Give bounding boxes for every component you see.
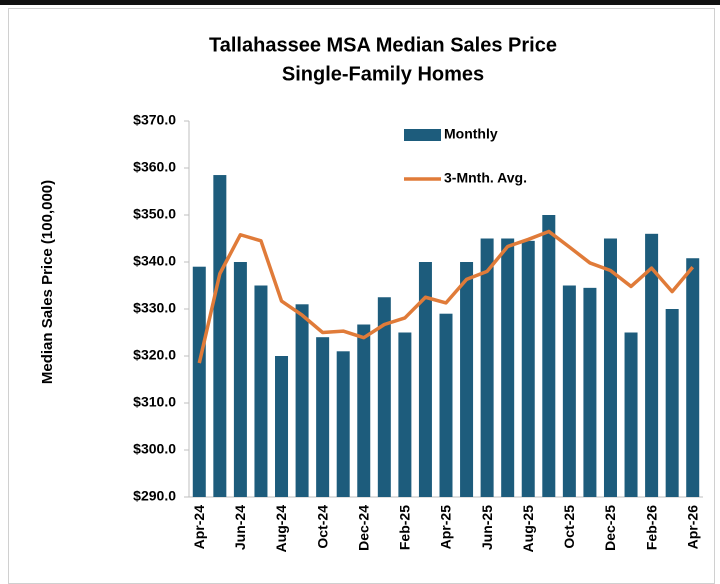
- bar: [603, 238, 617, 497]
- bar: [645, 233, 659, 498]
- y-tick-label: $370.0: [133, 112, 176, 128]
- bar: [583, 287, 597, 497]
- y-tick-label: $320.0: [133, 347, 176, 363]
- bar: [316, 337, 330, 497]
- bar: [254, 285, 268, 497]
- y-tick-label: $360.0: [133, 159, 176, 175]
- legend-swatch: [404, 129, 441, 141]
- x-tick-label: Jun-24: [232, 505, 248, 550]
- bar: [542, 215, 556, 497]
- bar: [275, 356, 289, 497]
- bar: [521, 240, 535, 497]
- bar: [562, 285, 576, 497]
- bar: [480, 238, 494, 497]
- y-tick-label: $350.0: [133, 206, 176, 222]
- y-axis-label: Median Sales Price (100,000): [39, 180, 56, 384]
- bar: [213, 175, 227, 498]
- bar: [501, 238, 515, 497]
- x-tick-label: Jun-25: [479, 505, 495, 550]
- bar: [460, 262, 474, 497]
- y-tick-label: $340.0: [133, 253, 176, 269]
- legend-label: Monthly: [444, 126, 498, 142]
- top-strip: [0, 0, 720, 5]
- bar: [377, 297, 391, 497]
- bar: [233, 262, 247, 497]
- x-tick-label: Aug-24: [273, 505, 289, 553]
- x-tick-label: Aug-25: [520, 505, 536, 553]
- x-tick-label: Feb-26: [643, 505, 659, 550]
- x-tick-label: Apr-26: [684, 505, 700, 550]
- y-tick-label: $290.0: [133, 488, 176, 504]
- bar: [398, 332, 412, 497]
- y-tick-label: $300.0: [133, 441, 176, 457]
- bar: [418, 262, 432, 497]
- bar: [686, 258, 700, 497]
- bar: [295, 304, 309, 497]
- y-tick-label: $330.0: [133, 300, 176, 316]
- bar: [665, 309, 679, 497]
- x-tick-label: Oct-25: [561, 505, 577, 549]
- x-tick-label: Dec-25: [602, 505, 618, 551]
- x-tick-label: Dec-24: [355, 505, 371, 551]
- x-tick-label: Feb-25: [397, 505, 413, 550]
- bar: [439, 313, 453, 497]
- line: [197, 229, 695, 364]
- legend-label: 3-Mnth. Avg.: [444, 170, 527, 186]
- x-tick-label: Apr-25: [438, 505, 454, 550]
- bar: [624, 332, 638, 497]
- y-tick-label: $310.0: [133, 394, 176, 410]
- bar: [357, 324, 371, 497]
- chart-subtitle: Single-Family Homes: [282, 63, 484, 85]
- bar: [336, 351, 350, 497]
- x-tick-label: Oct-24: [314, 505, 330, 549]
- chart-title: Tallahassee MSA Median Sales Price: [209, 34, 557, 56]
- x-tick-label: Apr-24: [191, 505, 207, 550]
- bar: [192, 266, 206, 497]
